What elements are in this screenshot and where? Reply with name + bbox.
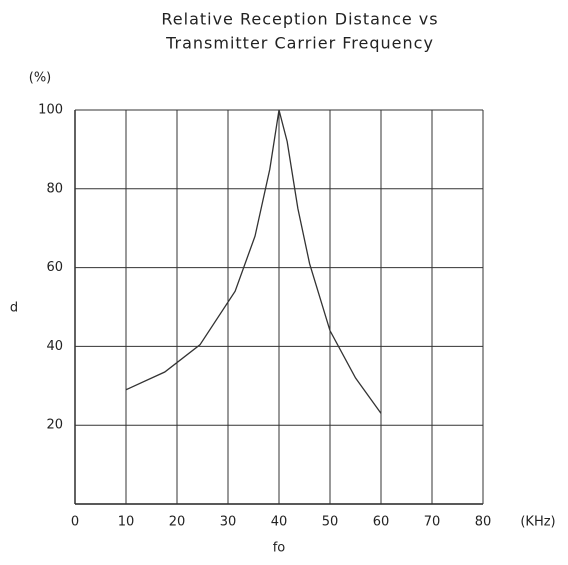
chart-title: Transmitter Carrier Frequency <box>165 34 434 53</box>
y-tick-label: 60 <box>46 260 63 275</box>
x-tick-label: 10 <box>118 515 135 530</box>
y-axis-label: d <box>10 301 18 316</box>
line <box>125 109 382 414</box>
chart-title: Relative Reception Distance vs <box>161 10 438 29</box>
x-axis-label: fo <box>273 541 286 556</box>
x-tick-label: 70 <box>424 515 441 530</box>
x-tick-label: 50 <box>322 515 339 530</box>
y-unit: (%) <box>29 71 52 86</box>
x-tick-label: 60 <box>373 515 390 530</box>
x-tick-label: 80 <box>475 515 492 530</box>
y-tick-label: 20 <box>46 418 63 433</box>
y-tick-label: 100 <box>38 103 63 118</box>
x-tick-label: 0 <box>71 515 79 530</box>
x-tick-label: 40 <box>271 515 288 530</box>
y-tick-label: 40 <box>46 339 63 354</box>
x-unit: (KHz) <box>520 515 555 530</box>
x-tick-label: 20 <box>169 515 186 530</box>
x-tick-label: 30 <box>220 515 237 530</box>
y-tick-label: 80 <box>46 181 63 196</box>
